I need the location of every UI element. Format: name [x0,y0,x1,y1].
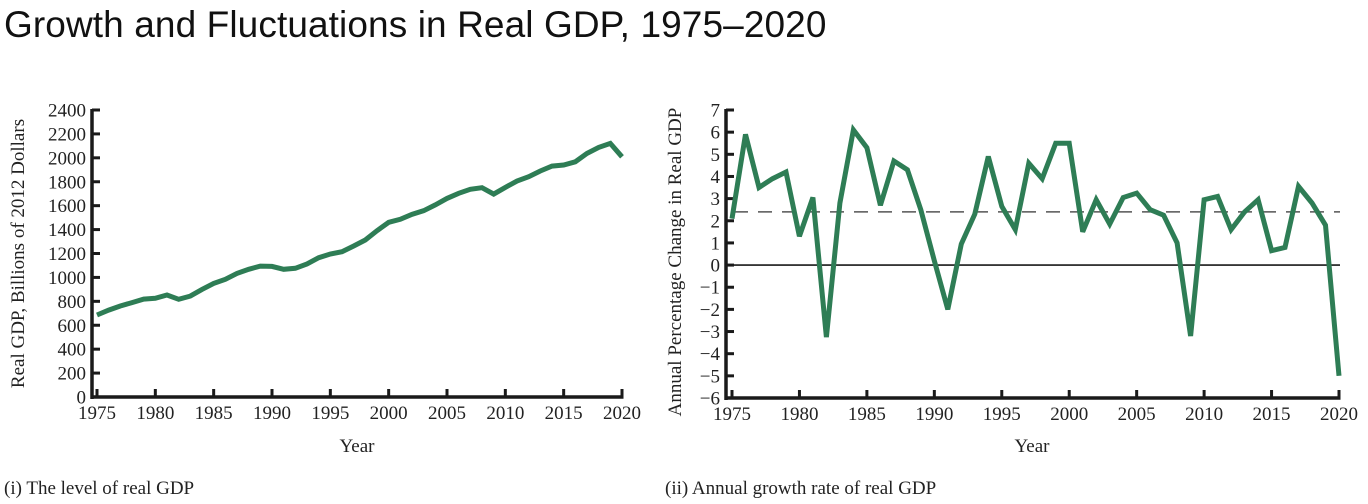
x-tick-label: 2000 [370,403,408,424]
y-tick-label: −5 [700,366,720,387]
x-tick-label: 1985 [195,403,233,424]
x-tick-label: 2005 [1118,404,1156,425]
x-tick-label: 1995 [983,404,1021,425]
y-tick-label: 0 [711,256,721,277]
y-tick-label: 200 [58,364,87,385]
x-tick-label: 2015 [1253,404,1291,425]
x-tick-label: 2020 [603,403,641,424]
x-tick-label: 1990 [915,404,953,425]
y-tick-label: 1 [711,233,721,254]
y-tick-label: 400 [58,340,87,361]
y-tick-label: −2 [700,300,720,321]
x-tick-label: 1995 [311,403,349,424]
series-line [96,140,624,318]
x-tick-label: 1980 [780,404,818,425]
x-tick-label: 2005 [428,403,466,424]
y-tick-label: 1800 [48,172,86,193]
y-tick-label: 1600 [48,196,86,217]
figure-title: Growth and Fluctuations in Real GDP, 197… [4,4,827,45]
x-axis-title: Year [339,436,375,457]
y-tick-label: 2 [711,211,721,232]
y-tick-label: 2400 [48,101,86,122]
y-axis-title: Real GDP, Billions of 2012 Dollars [8,119,29,388]
y-tick-label: 800 [58,292,87,313]
y-tick-label: 4 [711,167,721,188]
y-axis-title: Annual Percentage Change in Real GDP [665,108,686,417]
series-line [729,123,1342,377]
caption-growth: (ii) Annual growth rate of real GDP [665,478,937,499]
panel-real-gdp-level: 0 200 400 600 800 1000 1200 1400 1600 1800 2000 220… [8,101,641,458]
y-tick-label: 3 [711,189,721,210]
y-tick-label: 2200 [48,124,86,145]
y-tick-label: 600 [58,316,87,337]
y-tick-label: 7 [711,101,721,122]
y-tick-label: 2000 [48,148,86,169]
x-tick-label: 1975 [78,403,116,424]
caption-level: (i) The level of real GDP [4,478,195,499]
x-tick-label: 1975 [713,404,751,425]
y-tick-label: −3 [700,322,720,343]
x-tick-label: 2010 [486,403,524,424]
y-tick-label: −4 [700,344,721,365]
x-tick-label: 2015 [545,403,583,424]
x-tick-label: 2000 [1050,404,1088,425]
y-tick-label: 5 [711,145,721,166]
y-tick-label: 1000 [48,268,86,289]
x-tick-label: 1985 [848,404,886,425]
x-tick-label: 2020 [1320,404,1358,425]
y-tick-label: −6 [700,389,720,410]
x-axis-title: Year [1014,436,1050,457]
y-tick-label: 0 [77,388,87,409]
x-tick-label: 2010 [1185,404,1223,425]
x-tick-label: 1980 [136,403,174,424]
y-tick-label: 6 [711,123,721,144]
x-tick-label: 1990 [253,403,291,424]
y-tick-label: 1400 [48,220,86,241]
y-tick-label: −1 [700,278,720,299]
y-tick-label: 1200 [48,244,86,265]
